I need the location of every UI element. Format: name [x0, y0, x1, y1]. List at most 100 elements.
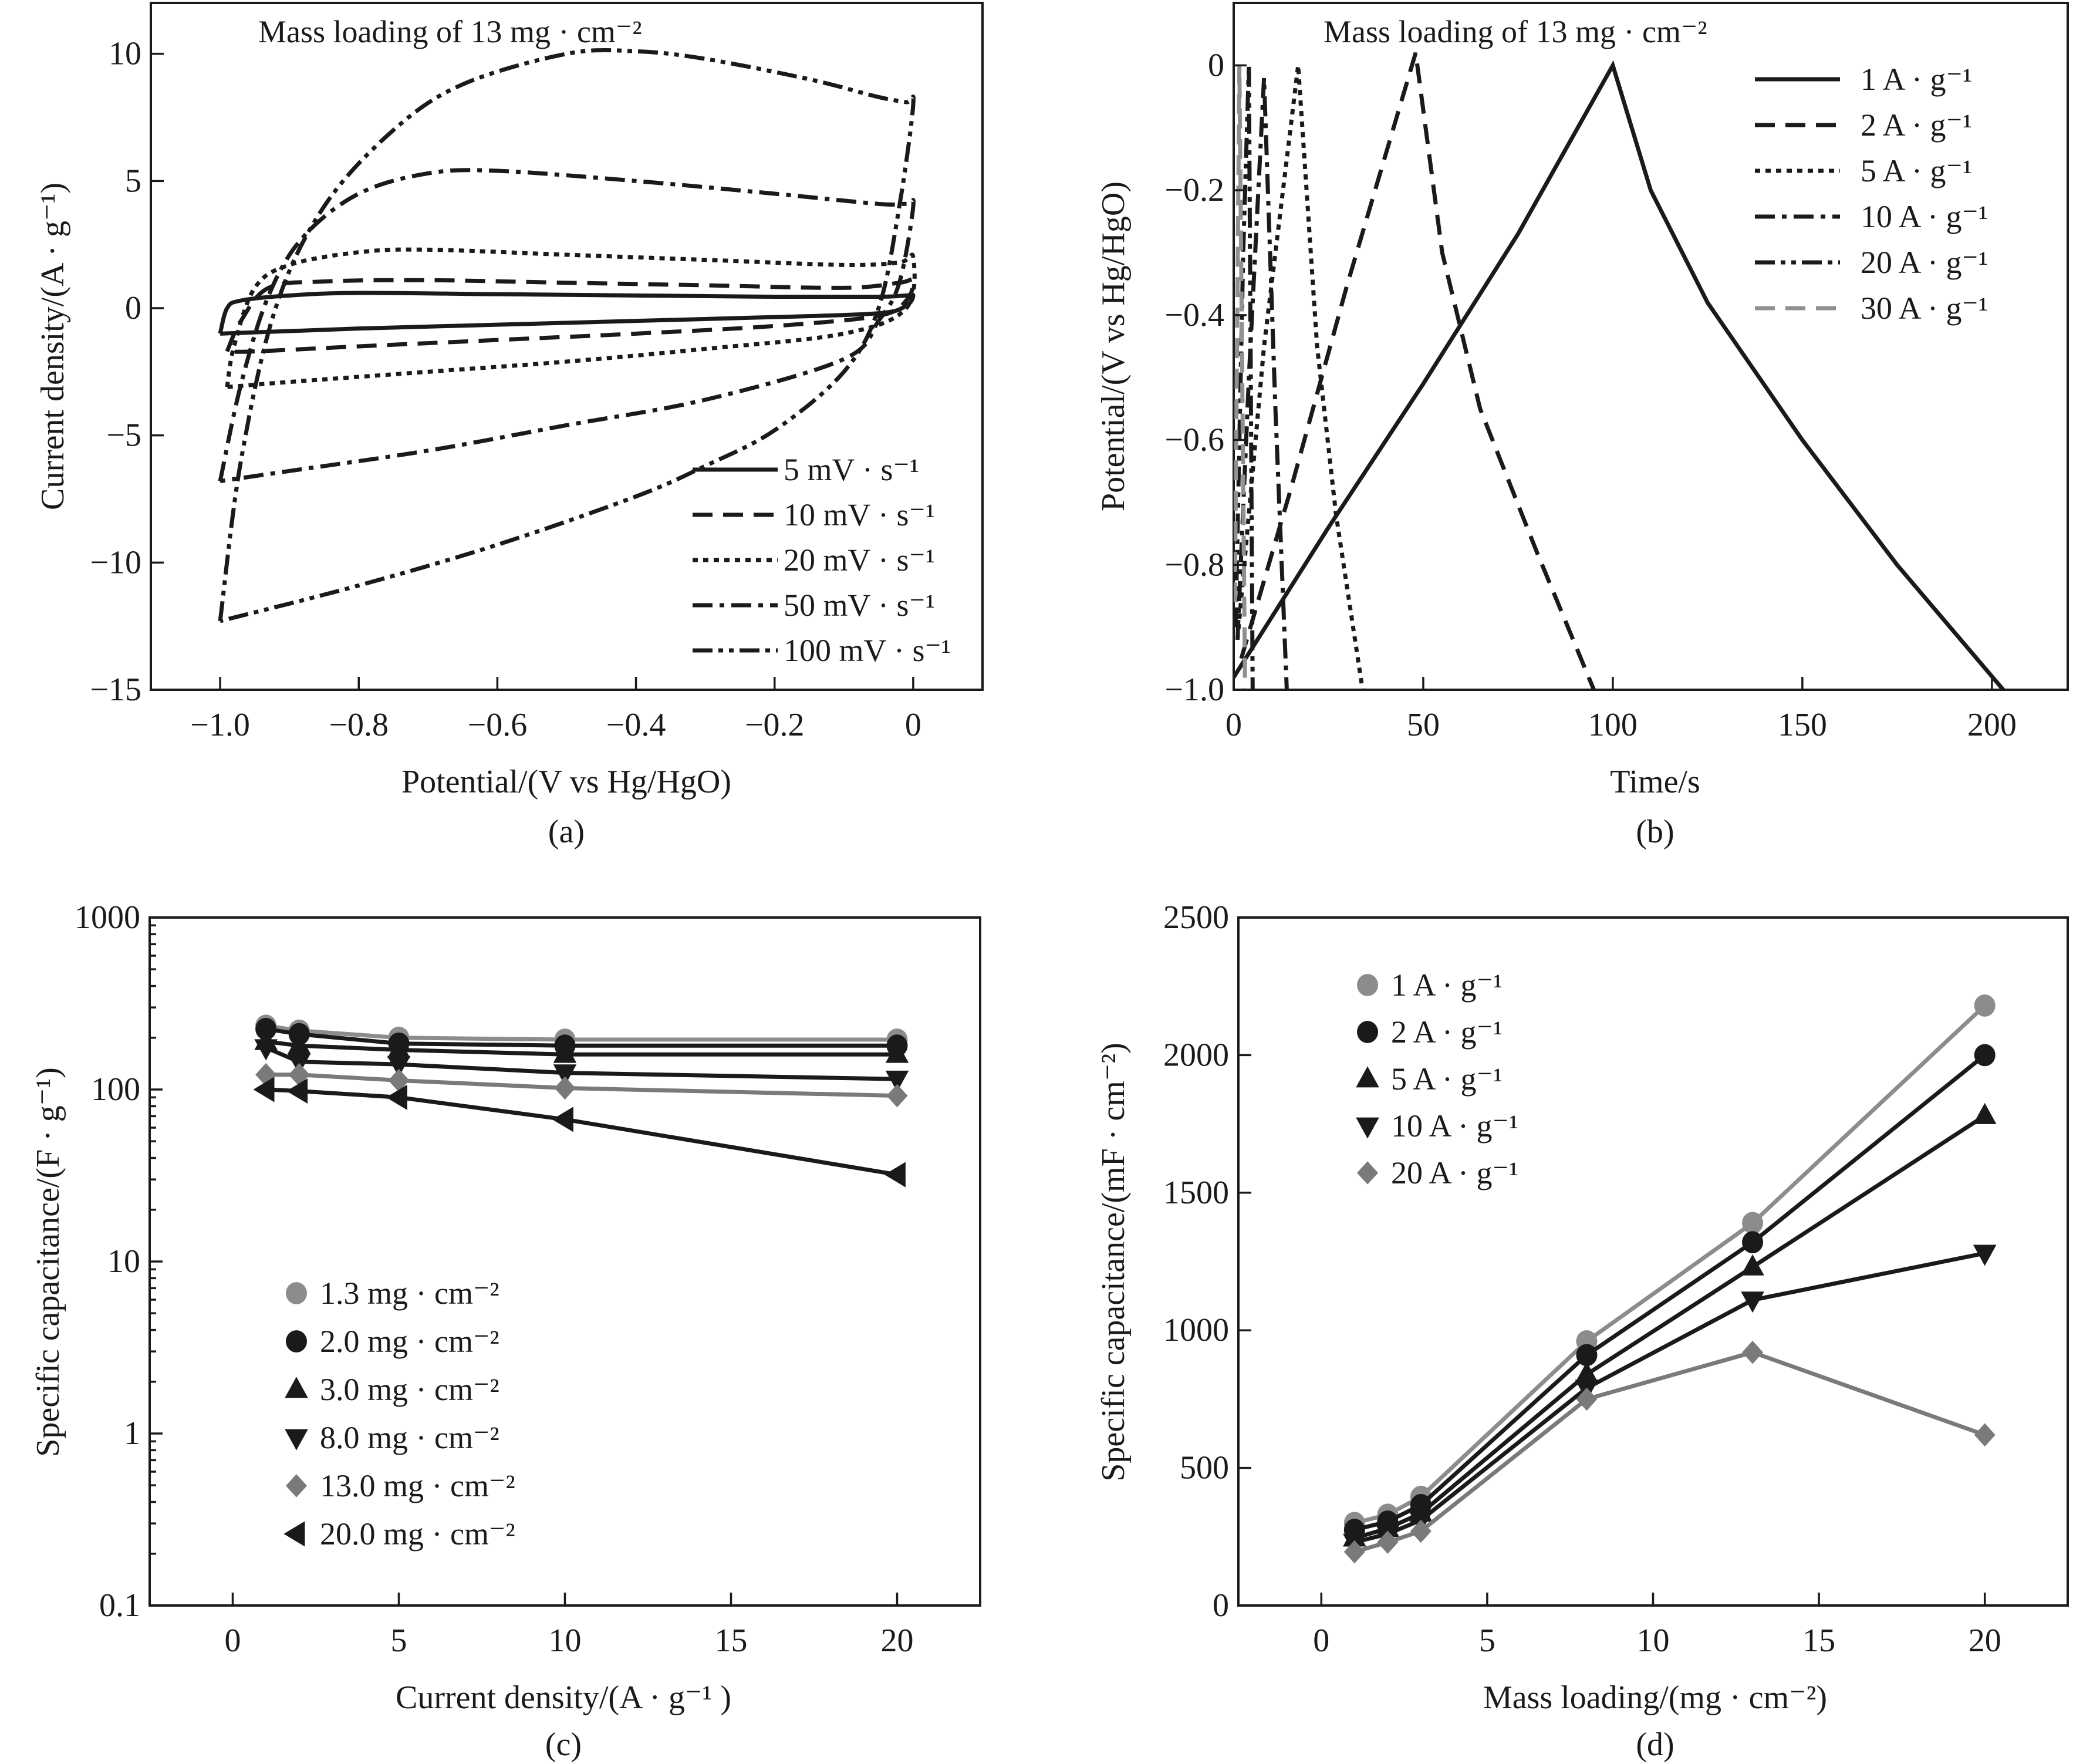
legend-label: 1 A · g⁻¹	[1391, 967, 1503, 1003]
data-point-triangle-up	[885, 1041, 909, 1063]
y-tick-label: 0.1	[99, 1587, 140, 1624]
panel-c-capacitance-vs-current: 0 5 10 15 20 0.1 1 10 100 1000 Current density/(…	[30, 899, 981, 1763]
y-axis-title: Specific capacitance/(mF · cm⁻²)	[1095, 1043, 1132, 1482]
data-point-diamond	[1377, 1530, 1399, 1554]
legend-label: 10 mV · s⁻¹	[784, 497, 935, 532]
legend-label: 5 A · g⁻¹	[1391, 1061, 1503, 1097]
data-point-triangle-up	[287, 1033, 311, 1054]
y-tick-label: 1000	[75, 899, 140, 936]
y-tick-label: 2500	[1163, 899, 1229, 936]
panel-label-c: (c)	[545, 1726, 582, 1763]
legend-label: 10 A · g⁻¹	[1861, 199, 1988, 234]
legend-label: 20 A · g⁻¹	[1861, 245, 1988, 280]
y-tick-label: 0	[125, 290, 141, 326]
y-axis-ticks: −1.0 −0.8 −0.6 −0.4 −0.2 0	[1164, 47, 1247, 708]
legend-label: 2 A · g⁻¹	[1391, 1014, 1503, 1050]
panel-b-gcd-curves: 0 50 100 150 200 −1.0 −0.8 −0.6 −0.4 −0.2 0 Mass …	[1095, 2, 2069, 850]
y-axis-title: Current density/(A · g⁻¹)	[35, 183, 71, 510]
y-tick-label: 1000	[1163, 1312, 1229, 1348]
data-point-triangle-down	[553, 1064, 577, 1086]
legend-label: 1.3 mg · cm⁻²	[320, 1276, 499, 1311]
legend-marker-circle	[1357, 974, 1378, 996]
data-point-circle	[1974, 994, 1996, 1017]
legend: 1 A · g⁻¹ 2 A · g⁻¹ 5 A · g⁻¹ 10 A · g⁻¹ 20 …	[1755, 62, 1988, 326]
series-line	[265, 1039, 897, 1057]
legend-label: 3.0 mg · cm⁻²	[320, 1372, 499, 1407]
x-tick-label: 10	[1637, 1623, 1670, 1659]
data-point-triangle-down	[885, 1070, 909, 1092]
x-axis-title: Potential/(V vs Hg/HgO)	[401, 764, 731, 800]
panel-a-cv-curves: −1.0 −0.8 −0.6 −0.4 −0.2 0 −15 −10 −5 0 5 10 Mass …	[35, 2, 984, 850]
x-tick-label: 0	[1313, 1623, 1329, 1659]
series-20-a-g	[1343, 1340, 1996, 1564]
data-point-diamond	[1410, 1519, 1431, 1543]
legend-label: 5 A · g⁻¹	[1861, 153, 1972, 188]
legend-marker-circle	[1357, 1021, 1378, 1043]
series-line-10-mv-s	[225, 277, 916, 354]
y-tick-label: 0	[1213, 1587, 1229, 1624]
legend-marker-circle	[286, 1330, 307, 1352]
x-axis-ticks: −1.0 −0.8 −0.6 −0.4 −0.2 0	[190, 677, 921, 743]
data-point-circle	[1974, 1044, 1996, 1067]
legend: 1 A · g⁻¹ 2 A · g⁻¹ 5 A · g⁻¹ 10 A · g⁻¹ 20 …	[1356, 967, 1518, 1190]
x-axis-title: Current density/(A · g⁻¹ )	[396, 1679, 731, 1716]
legend-label: 50 mV · s⁻¹	[784, 588, 935, 623]
series-line	[265, 1027, 897, 1048]
series-line-5-mv-s	[218, 291, 916, 336]
y-tick-label: −0.2	[1164, 172, 1224, 208]
y-tick-label: −5	[106, 417, 141, 454]
y-axis-title: Potential/(V vs Hg/HgO)	[1095, 181, 1132, 511]
x-tick-label: 100	[1588, 707, 1638, 743]
x-tick-label: 20	[1969, 1623, 2001, 1659]
y-tick-label: −10	[90, 544, 141, 581]
x-tick-label: 5	[391, 1623, 407, 1659]
series-line	[265, 1023, 897, 1042]
y-tick-label: 500	[1180, 1450, 1229, 1486]
legend-label: 20 A · g⁻¹	[1391, 1155, 1518, 1190]
legend: 1.3 mg · cm⁻² 2.0 mg · cm⁻² 3.0 mg · cm⁻² 8…	[283, 1276, 515, 1551]
mass-loading-annotation: Mass loading of 13 mg · cm⁻²	[1324, 14, 1707, 49]
legend-label: 5 mV · s⁻¹	[784, 452, 919, 487]
legend-label: 2 A · g⁻¹	[1861, 107, 1972, 143]
y-tick-label: 0	[1208, 47, 1224, 83]
y-tick-label: −15	[90, 672, 141, 708]
y-tick-label: 10	[107, 1243, 140, 1280]
legend-label: 8.0 mg · cm⁻²	[320, 1420, 499, 1455]
y-tick-label: 2000	[1163, 1037, 1229, 1073]
legend-label: 1 A · g⁻¹	[1861, 62, 1972, 97]
panel-label-d: (d)	[1636, 1726, 1674, 1763]
y-tick-label: 100	[91, 1071, 140, 1108]
data-point-diamond	[886, 1084, 908, 1108]
data-point-circle	[1742, 1212, 1764, 1235]
x-tick-label: 0	[905, 707, 921, 743]
series-layer	[1343, 994, 1997, 1564]
data-point-diamond	[1742, 1340, 1764, 1364]
legend-marker-triangle-down	[285, 1429, 308, 1451]
series-line-1-a-g	[1234, 60, 2005, 690]
data-point-triangle-left	[253, 1077, 275, 1102]
data-point-triangle-down	[1973, 1244, 1997, 1266]
y-tick-label: 1500	[1163, 1175, 1229, 1211]
legend-label: 2.0 mg · cm⁻²	[320, 1324, 499, 1359]
series-line-2-a-g	[1239, 52, 1596, 690]
data-point-triangle-down	[254, 1039, 278, 1061]
x-tick-label: 15	[1802, 1623, 1835, 1659]
x-axis-title: Mass loading/(mg · cm⁻²)	[1483, 1679, 1827, 1716]
x-tick-label: 20	[881, 1623, 914, 1659]
panel-label-b: (b)	[1636, 814, 1674, 850]
series-layer	[1234, 52, 2005, 690]
series-layer	[218, 48, 917, 623]
legend-label: 10 A · g⁻¹	[1391, 1108, 1518, 1144]
y-axis-ticks: 0.1 1 10 100 1000	[75, 899, 163, 1624]
legend-marker-diamond	[1357, 1161, 1378, 1185]
x-axis-ticks: 0 5 10 15 20	[225, 1593, 914, 1659]
data-point-diamond	[1576, 1387, 1598, 1411]
plot-area-frame	[150, 2, 984, 691]
series-line-10-a-g	[1235, 77, 1289, 690]
legend-marker-triangle-up	[1356, 1066, 1379, 1088]
x-axis-title: Time/s	[1610, 764, 1700, 800]
data-point-triangle-left	[386, 1084, 407, 1111]
x-tick-label: −0.8	[329, 707, 389, 743]
mass-loading-annotation: Mass loading of 13 mg · cm⁻²	[258, 14, 642, 49]
